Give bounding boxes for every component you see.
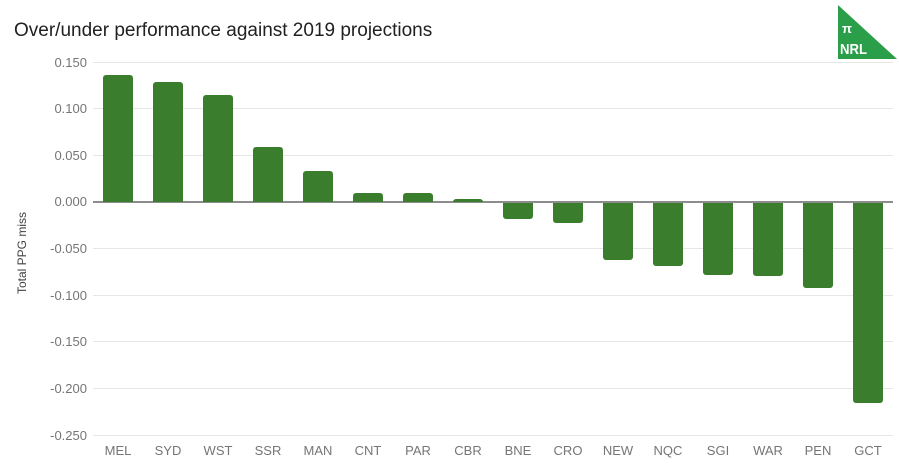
gridline [93,387,893,389]
x-tick-label-sgi: SGI [706,443,730,458]
y-tick-label: -0.150 [50,334,87,350]
gridline [93,341,893,343]
y-tick-label: -0.050 [50,241,87,256]
x-tick-label-mel: MEL [104,443,132,458]
nrl-logo: π NRL [838,5,897,59]
x-tick-label-cro: CRO [553,443,583,458]
y-tick-label: -0.250 [50,427,87,443]
bar-war [753,202,783,276]
y-tick-label: 0.050 [54,147,87,163]
gridline [93,294,893,296]
x-tick-label-gct: GCT [854,443,882,458]
bar-bne [503,202,533,219]
bar-par [403,192,433,202]
bar-man [303,171,333,202]
x-tick-label-pen: PEN [804,443,832,458]
gridline [93,108,893,110]
bar-wst [203,94,233,202]
chart-title: Over/under performance against 2019 proj… [14,20,433,41]
gridline [93,154,893,156]
logo-pi-glyph: π [842,21,852,36]
y-axis-title: Total PPG miss [15,211,29,295]
x-tick-label-man: MAN [303,443,333,458]
x-tick-label-bne: BNE [504,443,532,458]
nrl-logo-triangle-icon: π NRL [838,5,897,59]
y-tick-label: 0.150 [54,54,87,70]
bar-gct [853,202,883,404]
bar-syd [153,81,183,202]
y-tick-label: -0.200 [50,380,87,396]
bar-nqc [653,202,683,267]
zero-baseline [93,200,893,203]
plot-area: 0.150 0.100 0.050 0.000 -0.050 -0.100 -0.150 -0… [50,55,893,458]
gridline [93,61,893,63]
bar-cro [553,202,583,224]
gridline [93,434,893,436]
y-tick-label: 0.100 [54,101,87,117]
x-tick-label-nqc: NQC [653,443,683,458]
x-tick-label-war: WAR [753,443,783,458]
x-tick-label-cnt: CNT [354,443,382,458]
y-tick-label: -0.100 [50,287,87,303]
x-tick-label-cbr: CBR [454,443,482,458]
logo-brand-text: NRL [840,41,867,58]
bar-new [603,202,633,260]
x-tick-label-ssr: SSR [254,443,282,458]
x-tick-label-wst: WST [203,443,233,458]
bar-cnt [353,193,383,202]
gridline [93,248,893,249]
y-tick-label: 0.000 [54,194,87,210]
x-tick-label-new: NEW [602,443,634,458]
bar-cbr [453,199,483,202]
bar-mel [103,75,133,202]
bar-sgi [703,202,733,275]
bar-pen [803,202,833,288]
x-tick-label-par: PAR [405,443,431,458]
x-tick-label-syd: SYD [154,443,182,458]
bar-ssr [253,146,283,202]
